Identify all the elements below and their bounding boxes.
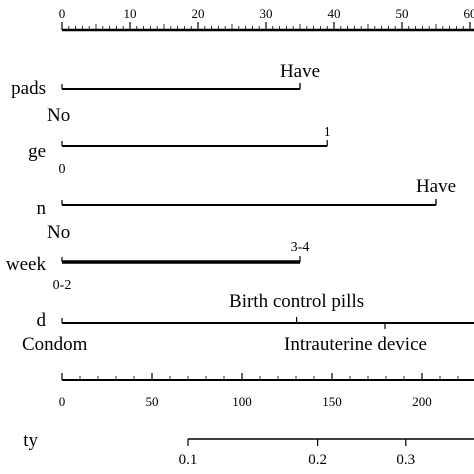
points-axis-tick-label: 0 [59,6,66,21]
row-level-label: No [47,105,70,126]
total-points-tick-label: 0 [59,394,66,409]
total-points-tick-label: 200 [412,394,432,409]
points-axis-tick-label: 40 [328,6,341,21]
row-label: week [6,254,47,275]
probability-tick-label: 0.3 [396,452,415,468]
row-level-label: 0 [59,162,66,177]
row-label: pads [11,78,46,99]
points-axis-tick-label: 30 [260,6,273,21]
row-level-label: Birth control pills [229,291,364,312]
row-level-label: 1 [324,125,331,140]
row-label: ge [28,141,46,162]
total-points-tick-label: 150 [322,394,342,409]
row-level-label: Condom [22,334,88,355]
row-level-label: No [47,222,70,243]
probability-axis-label: ty [23,430,38,451]
probability-tick-label: 0.1 [179,452,198,468]
points-axis-tick-label: 20 [192,6,205,21]
row-level-label: 0-2 [53,278,72,293]
row-label: n [37,198,47,219]
row-level-label: 3-4 [291,240,310,255]
probability-tick-label: 0.2 [308,452,327,468]
row-level-label: Have [280,61,320,82]
points-axis-tick-label: 60 [464,6,474,21]
row-level-label: Have [416,176,456,197]
total-points-tick-label: 50 [146,394,159,409]
total-points-tick-label: 100 [232,394,252,409]
points-axis-tick-label: 10 [124,6,137,21]
row-label: d [37,310,47,331]
points-axis-tick-label: 50 [396,6,409,21]
row-level-label: Intrauterine device [284,334,427,355]
